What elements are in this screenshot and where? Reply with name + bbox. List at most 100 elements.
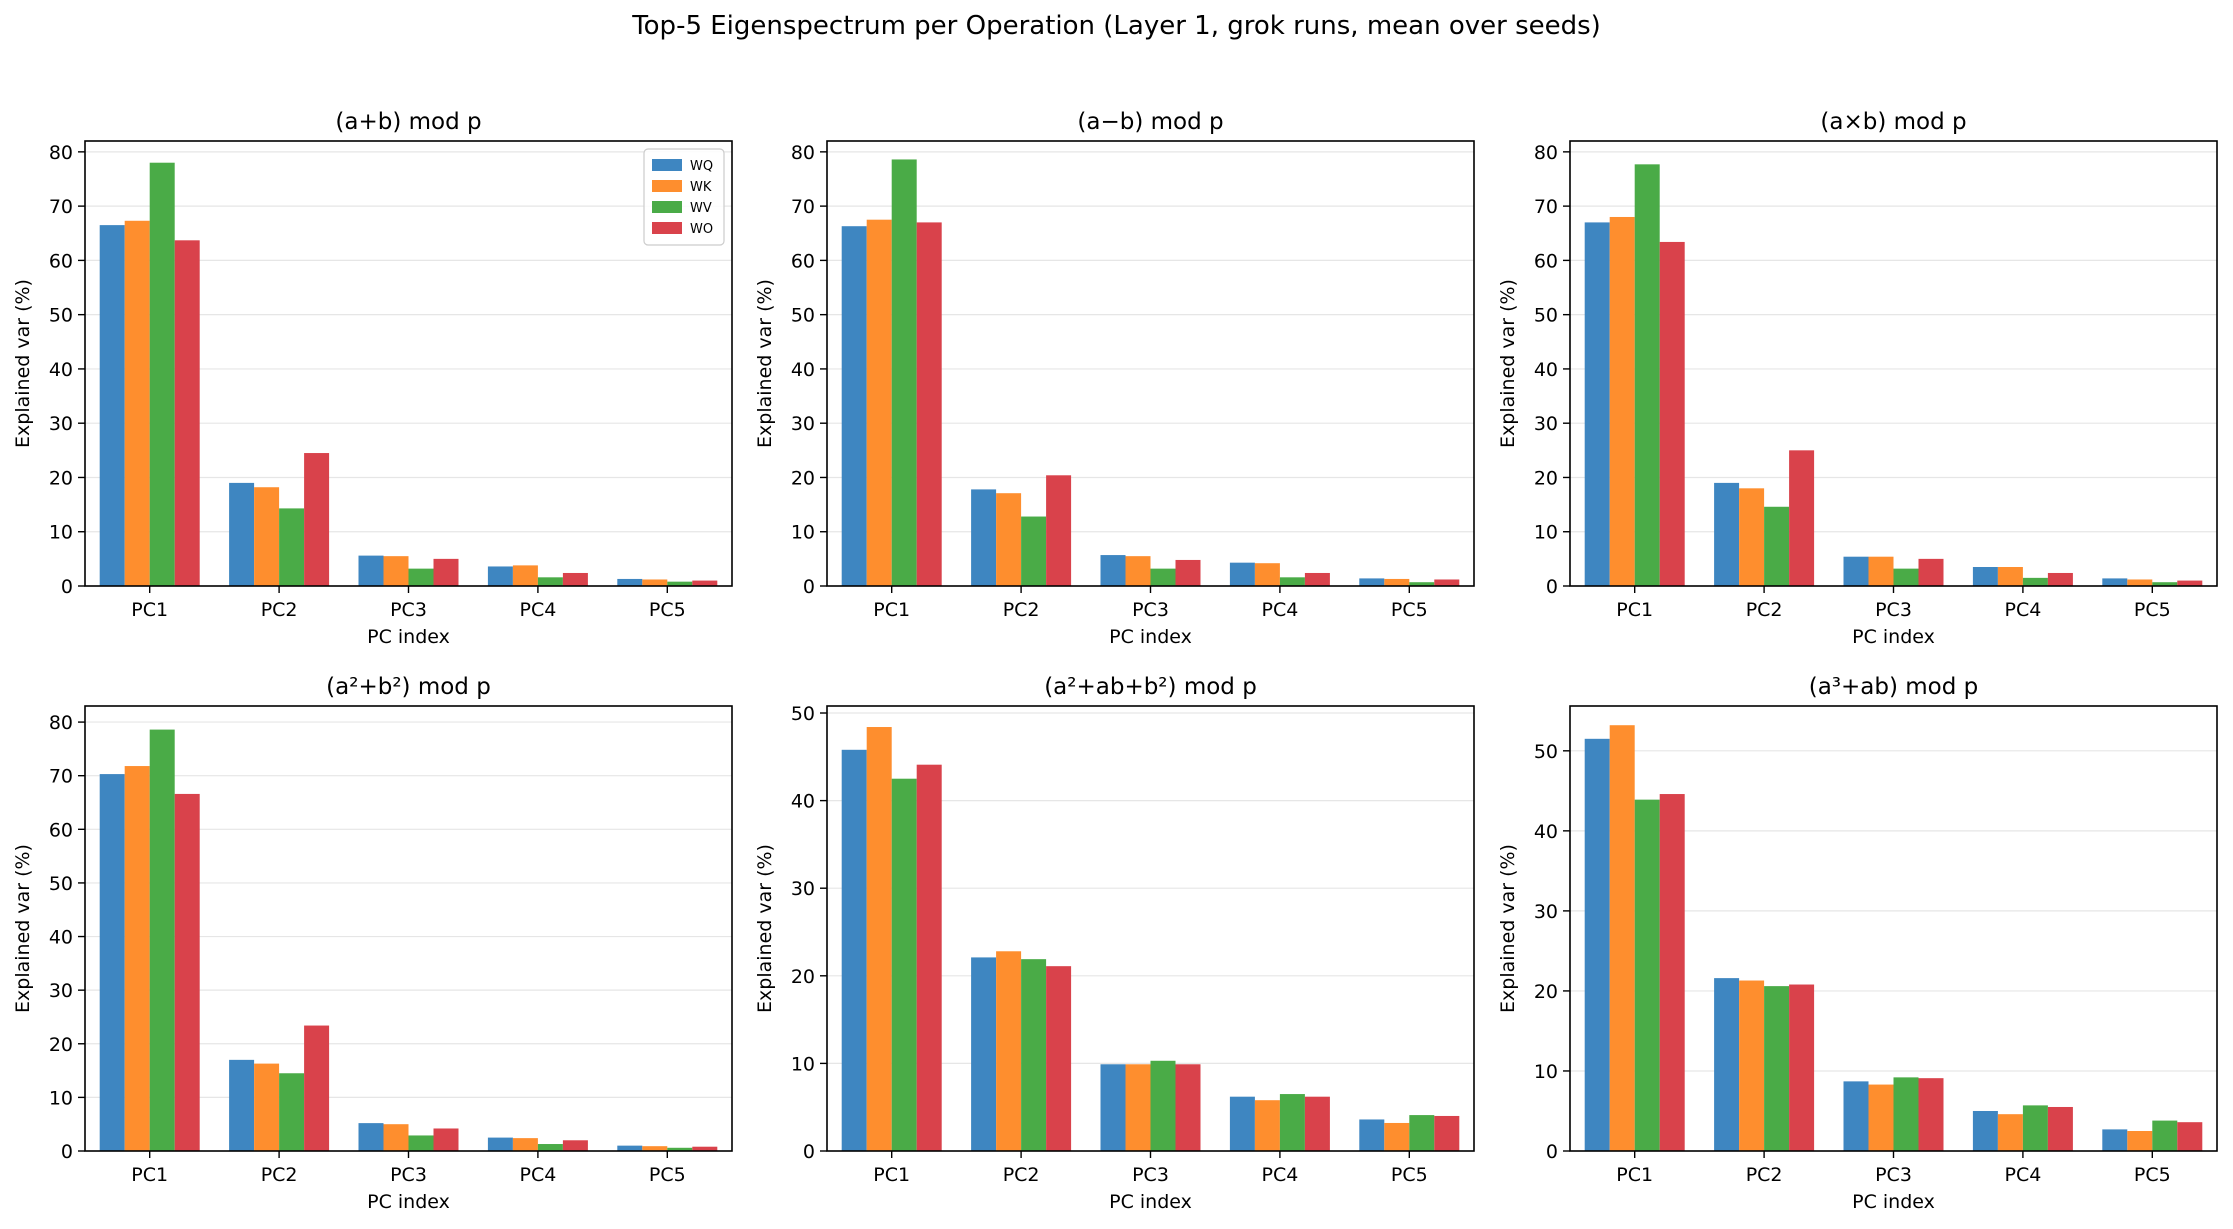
bar-wo-pc3 <box>433 1128 459 1151</box>
bar-wv-pc4 <box>1279 1094 1305 1151</box>
chart-title: (a−b) mod p <box>1077 109 1223 135</box>
bar-wq-pc3 <box>358 1123 384 1151</box>
y-tick-label: 50 <box>1534 305 1558 327</box>
bar-wv-pc3 <box>1150 568 1176 586</box>
y-tick-label: 30 <box>791 413 815 435</box>
bar-wq-pc2 <box>971 957 997 1151</box>
bar-wk-pc1 <box>866 219 892 586</box>
y-tick-label: 40 <box>1534 821 1558 843</box>
bar-wo-pc2 <box>1046 475 1072 586</box>
chart-title: (a³+ab) mod p <box>1809 674 1979 700</box>
bar-wv-pc2 <box>1764 506 1790 586</box>
bar-wo-pc2 <box>1789 984 1815 1151</box>
y-tick-label: 50 <box>1534 741 1558 763</box>
chart-panel-1: 0 10 20 30 40 50 60 70 80 PC1 PC2 PC3 PC4 PC5 (a+b) mo… <box>12 109 733 648</box>
bar-wv-pc1 <box>149 729 175 1151</box>
x-tick-label: PC4 <box>519 599 556 621</box>
bar-wv-pc4 <box>537 577 563 586</box>
x-tick-label: PC5 <box>649 599 686 621</box>
y-tick-label: 60 <box>49 819 73 841</box>
bar-wq-pc3 <box>358 555 384 586</box>
bar-wv-pc1 <box>149 162 175 586</box>
bar-wq-pc5 <box>1359 578 1385 586</box>
bar-wv-pc5 <box>667 581 693 586</box>
bar-wq-pc4 <box>1972 567 1998 586</box>
y-tick-label: 10 <box>791 1053 815 1075</box>
y-tick-label: 0 <box>1546 1141 1558 1163</box>
bar-wq-pc3 <box>1843 556 1869 586</box>
bar-wq-pc1 <box>841 226 867 586</box>
x-axis-label: PC index <box>1852 1191 1935 1213</box>
y-tick-label: 50 <box>49 305 73 327</box>
x-axis-label: PC index <box>1109 1191 1192 1213</box>
y-tick-label: 70 <box>1534 196 1558 218</box>
bar-wo-pc3 <box>1918 558 1944 586</box>
bar-wk-pc1 <box>1609 216 1635 586</box>
x-tick-label: PC3 <box>390 599 427 621</box>
y-tick-label: 10 <box>1534 522 1558 544</box>
y-axis-label: Explained var (%) <box>1497 844 1519 1013</box>
legend-label-wk: WK <box>690 180 712 195</box>
x-tick-label: PC2 <box>1003 1164 1040 1186</box>
bar-wq-pc3 <box>1100 555 1126 586</box>
y-tick-label: 60 <box>49 250 73 272</box>
x-tick-label: PC5 <box>649 1164 686 1186</box>
bar-wq-pc5 <box>2102 578 2128 586</box>
legend-label-wo: WO <box>690 222 713 237</box>
bar-wk-pc5 <box>642 1146 668 1151</box>
bar-wo-pc5 <box>692 1146 718 1151</box>
bar-wv-pc2 <box>1021 516 1047 586</box>
bar-wo-pc4 <box>1304 1096 1330 1151</box>
bar-wq-pc2 <box>1714 482 1740 586</box>
bar-wq-pc3 <box>1100 1064 1126 1151</box>
y-tick-label: 0 <box>803 576 815 598</box>
bar-wo-pc5 <box>2177 1122 2203 1151</box>
y-tick-label: 30 <box>49 413 73 435</box>
bar-wq-pc2 <box>1714 978 1740 1151</box>
bar-wo-pc1 <box>174 793 200 1151</box>
bar-wq-pc1 <box>1584 738 1610 1151</box>
bar-wo-pc1 <box>1659 794 1685 1151</box>
chart-title: (a×b) mod p <box>1820 109 1966 135</box>
bar-wk-pc3 <box>1868 556 1894 586</box>
x-tick-label: PC1 <box>131 599 168 621</box>
bar-wo-pc3 <box>1175 1064 1201 1151</box>
y-tick-label: 40 <box>1534 359 1558 381</box>
bar-wk-pc5 <box>1384 578 1410 586</box>
y-tick-label: 20 <box>791 467 815 489</box>
bar-wk-pc5 <box>642 579 668 586</box>
bar-wk-pc4 <box>1254 563 1280 586</box>
y-tick-label: 10 <box>49 522 73 544</box>
x-tick-label: PC1 <box>131 1164 168 1186</box>
bar-wq-pc5 <box>617 578 643 586</box>
legend-box <box>643 148 725 246</box>
x-tick-label: PC5 <box>2134 599 2171 621</box>
y-tick-label: 40 <box>49 927 73 949</box>
x-axis-label: PC index <box>1852 626 1935 648</box>
y-tick-label: 80 <box>49 712 73 734</box>
y-tick-label: 10 <box>791 522 815 544</box>
bar-wk-pc4 <box>1254 1100 1280 1151</box>
bar-wv-pc1 <box>891 159 917 586</box>
bar-wk-pc2 <box>996 493 1022 586</box>
bar-wv-pc5 <box>2152 1120 2178 1151</box>
y-axis-label: Explained var (%) <box>12 844 34 1013</box>
bar-wo-pc3 <box>1918 1078 1944 1151</box>
x-tick-label: PC2 <box>1746 599 1783 621</box>
x-tick-label: PC2 <box>261 599 298 621</box>
bar-wv-pc3 <box>1893 1077 1919 1151</box>
bar-wo-pc4 <box>1304 572 1330 586</box>
bar-wv-pc2 <box>279 1073 305 1151</box>
bar-wo-pc5 <box>2177 580 2203 586</box>
bar-wq-pc4 <box>1972 1110 1998 1151</box>
y-axis-label: Explained var (%) <box>754 844 776 1013</box>
legend-swatch-wq <box>652 159 682 171</box>
bar-wk-pc4 <box>1997 567 2023 586</box>
y-tick-label: 30 <box>1534 901 1558 923</box>
y-tick-label: 20 <box>1534 467 1558 489</box>
bar-wv-pc4 <box>537 1144 563 1151</box>
x-axis-label: PC index <box>367 1191 450 1213</box>
chart-title: (a²+b²) mod p <box>326 674 491 700</box>
bar-wk-pc5 <box>1384 1122 1410 1151</box>
